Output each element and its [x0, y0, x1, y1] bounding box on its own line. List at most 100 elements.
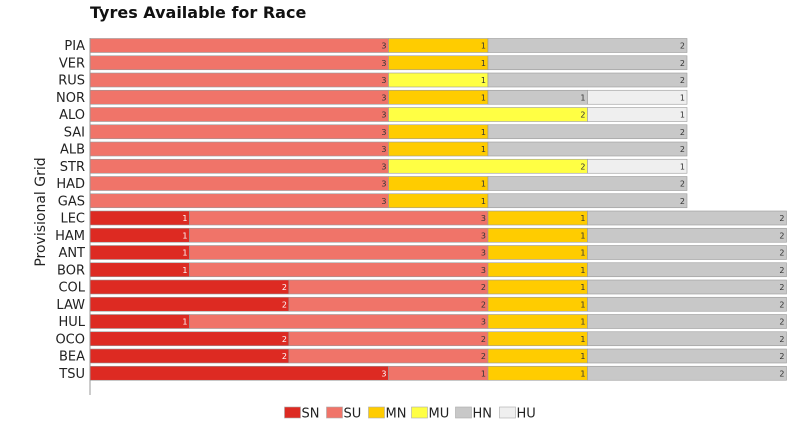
bar-sai-su	[89, 124, 389, 140]
bar-bea-su	[288, 348, 489, 364]
bar-law-sn	[89, 296, 290, 312]
data-label-str-hu: 1	[680, 162, 685, 171]
bar-str-hu	[587, 158, 688, 174]
bar-alb-hn	[487, 141, 688, 157]
bar-ham-su	[189, 227, 489, 243]
bar-col-sn	[89, 279, 290, 295]
data-label-pia-mn: 1	[481, 42, 486, 51]
y-ticks-layer: PIA VER RUS NOR ALO SAI ALB STR HAD GAS LEC HAM ANT B…	[55, 39, 86, 382]
bar-law-mn	[487, 296, 588, 312]
data-label-pia-hn: 2	[680, 42, 685, 51]
data-label-hul-hn: 2	[779, 318, 784, 327]
bar-gas-mn	[388, 193, 489, 209]
y-tick-label-lec: LEC	[60, 212, 85, 227]
data-label-had-hn: 2	[680, 180, 685, 189]
data-label-sai-hn: 2	[680, 128, 685, 137]
bar-ham-sn	[89, 227, 190, 243]
data-label-hul-su: 3	[481, 318, 486, 327]
bar-ver-hn	[487, 55, 688, 71]
data-label-gas-hn: 2	[680, 197, 685, 206]
data-label-bea-sn: 2	[282, 352, 287, 361]
bar-nor-mn	[388, 89, 489, 105]
bars-layer: 3 1 2 3 1 2 3 1 2 3 1 1 1 3 2 1 3 1 2 3 1 2 3 2 1 3 1 2 3 1 2 1 3 1 2 1 3 1 2 1…	[89, 38, 787, 381]
data-label-sai-su: 3	[381, 128, 386, 137]
legend-swatch-su	[326, 406, 343, 419]
bar-nor-hn	[487, 89, 588, 105]
bar-col-mn	[487, 279, 588, 295]
bar-col-hn	[587, 279, 787, 295]
bar-hul-mn	[487, 314, 588, 329]
y-tick-label-had: HAD	[56, 177, 85, 192]
data-label-oco-mn: 1	[580, 335, 585, 344]
legend-label-su: SU	[344, 407, 362, 422]
bar-ant-sn	[89, 245, 190, 260]
bar-ver-su	[89, 55, 389, 71]
data-label-hul-mn: 1	[580, 318, 585, 327]
bar-rus-mu	[388, 72, 489, 88]
bar-alo-su	[89, 107, 389, 122]
bar-nor-su	[89, 89, 389, 105]
data-label-gas-su: 3	[381, 197, 386, 206]
bar-col-su	[288, 279, 489, 295]
bar-ant-hn	[587, 245, 787, 260]
bar-sai-hn	[487, 124, 688, 140]
data-label-col-su: 2	[481, 283, 486, 292]
bar-oco-sn	[89, 331, 290, 347]
y-tick-label-oco: OCO	[55, 332, 85, 347]
y-tick-label-sai: SAI	[64, 125, 85, 140]
bar-rus-su	[89, 72, 389, 88]
data-label-str-mu: 2	[580, 162, 585, 171]
data-label-bor-mn: 1	[580, 266, 585, 275]
data-label-tsu-hn: 2	[779, 369, 784, 378]
data-label-nor-su: 3	[381, 93, 386, 102]
bar-hul-su	[189, 314, 489, 329]
data-label-ham-hn: 2	[779, 231, 784, 240]
data-label-ham-sn: 1	[182, 231, 187, 240]
bar-pia-hn	[487, 38, 688, 53]
data-label-ant-hn: 2	[779, 249, 784, 258]
bar-alb-mn	[388, 141, 489, 157]
y-tick-label-gas: GAS	[58, 194, 85, 209]
bar-bea-sn	[89, 348, 290, 364]
data-label-tsu-mn: 1	[580, 369, 585, 378]
bar-had-mn	[388, 176, 489, 191]
bar-bea-mn	[487, 348, 588, 364]
data-label-pia-su: 3	[381, 42, 386, 51]
data-label-had-su: 3	[381, 180, 386, 189]
bar-rus-hn	[487, 72, 688, 88]
bar-bor-sn	[89, 262, 190, 278]
data-label-bor-hn: 2	[779, 266, 784, 275]
bar-ant-mn	[487, 245, 588, 260]
data-label-alo-su: 3	[381, 111, 386, 120]
bar-bea-hn	[587, 348, 787, 364]
y-tick-label-ant: ANT	[58, 246, 85, 261]
data-label-bea-hn: 2	[779, 352, 784, 361]
data-label-oco-sn: 2	[282, 335, 287, 344]
bar-lec-su	[189, 210, 489, 226]
data-label-ham-su: 3	[481, 231, 486, 240]
data-label-rus-hn: 2	[680, 76, 685, 85]
data-label-alo-mu: 2	[580, 111, 585, 120]
bar-law-su	[288, 296, 489, 312]
data-label-ver-mn: 1	[481, 59, 486, 68]
bar-had-su	[89, 176, 389, 191]
bar-nor-hu	[587, 89, 688, 105]
data-label-oco-hn: 2	[779, 335, 784, 344]
data-label-bor-su: 3	[481, 266, 486, 275]
data-label-hul-sn: 1	[182, 318, 187, 327]
bar-hul-hn	[587, 314, 787, 329]
bar-oco-su	[288, 331, 489, 347]
y-tick-label-hul: HUL	[58, 315, 85, 330]
data-label-alb-mn: 1	[481, 145, 486, 154]
bar-pia-su	[89, 38, 389, 53]
bar-tsu-sn	[89, 365, 389, 381]
legend-swatch-mn	[368, 406, 385, 419]
data-label-col-mn: 1	[580, 283, 585, 292]
bar-alo-mu	[388, 107, 588, 122]
legend-swatch-hn	[455, 406, 472, 419]
bar-hul-sn	[89, 314, 190, 329]
bar-pia-mn	[388, 38, 489, 53]
legend-label-sn: SN	[302, 407, 320, 422]
bar-ham-mn	[487, 227, 588, 243]
data-label-tsu-su: 1	[481, 369, 486, 378]
